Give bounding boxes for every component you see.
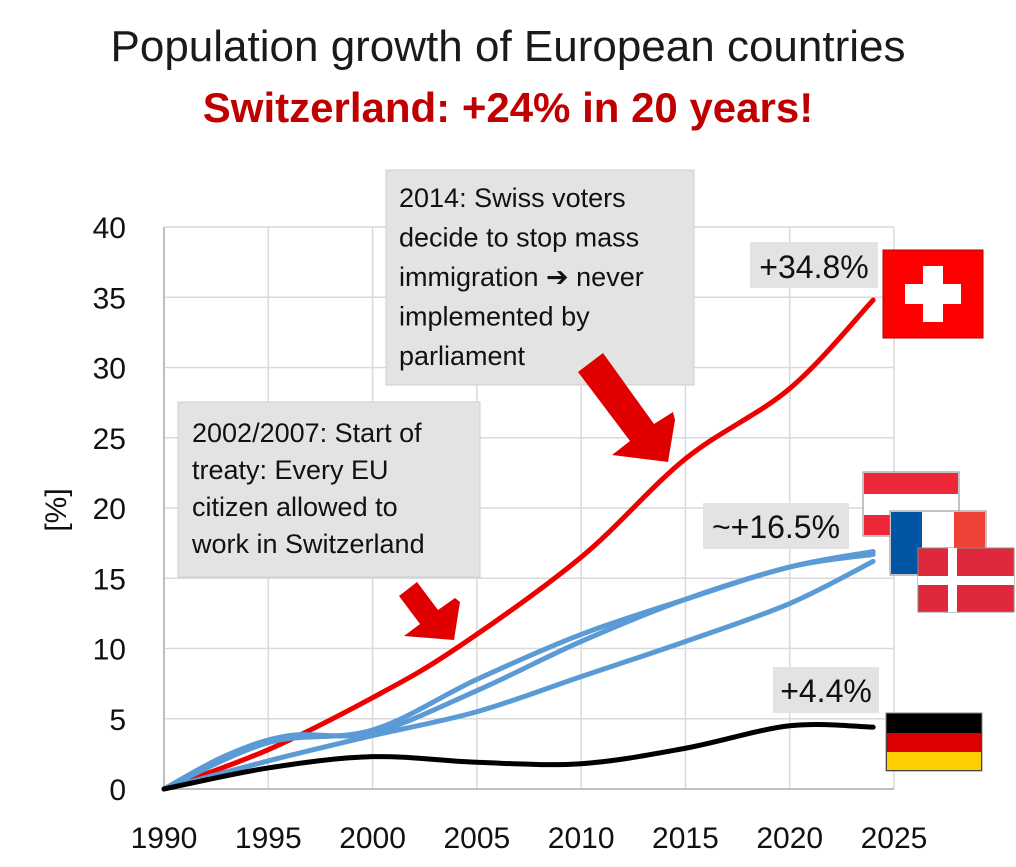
annotation-line: parliament: [399, 341, 526, 371]
series-lines: [161, 297, 876, 792]
series-line-3: [161, 558, 876, 792]
annotation-line: 2002/2007: Start of: [192, 418, 422, 448]
annotation-text-ann2: 2014: Swiss voters decide to stop mass imm…: [399, 183, 644, 371]
x-tick-labels: 1990 1995 2000 2005 2010 2015 2020 2025: [131, 822, 928, 855]
chart-title: Population growth of European countries: [110, 22, 906, 71]
x-tick-label: 1990: [131, 822, 198, 855]
switzerland-flag: [882, 249, 984, 339]
annotation-line: immigration ➔ never: [399, 262, 644, 292]
x-tick-label: 2005: [443, 822, 510, 855]
axes: [163, 227, 894, 790]
annotation-line: 2014: Swiss voters: [399, 183, 626, 213]
label-switzerland: +34.8%: [759, 249, 868, 285]
x-tick-label: 1995: [235, 822, 302, 855]
y-tick-label: 40: [93, 212, 126, 245]
denmark-flag: [917, 547, 1015, 613]
end-label-germany: +4.4%: [773, 667, 879, 713]
y-tick-labels: 0 5 10 15 20 25 30 35 40: [93, 212, 126, 807]
annotation-line: treaty: Every EU: [192, 455, 389, 485]
annotation-callout-vote: 2014: Swiss voters decide to stop mass imm…: [385, 169, 695, 462]
chart-subtitle: Switzerland: +24% in 20 years!: [202, 84, 814, 131]
x-tick-label: 2025: [861, 822, 928, 855]
y-tick-label: 35: [93, 282, 126, 315]
y-tick-label: 15: [93, 563, 126, 596]
y-tick-label: 20: [93, 493, 126, 526]
series-line-4: [161, 721, 876, 792]
annotation-line: citizen allowed to: [192, 492, 398, 522]
annotation-callout-treaty: 2002/2007: Start of treaty: Every EU citiz…: [177, 401, 481, 640]
end-label-others: ~+16.5%: [703, 503, 849, 549]
end-label-switzerland: +34.8%: [750, 242, 878, 288]
series-line-1: [161, 549, 876, 792]
annotation-line: implemented by: [399, 302, 590, 332]
label-others: ~+16.5%: [712, 509, 840, 545]
y-tick-label: 0: [109, 774, 126, 807]
annotation-line: decide to stop mass: [399, 223, 639, 253]
callout-box: [385, 169, 695, 386]
label-germany: +4.4%: [780, 673, 872, 709]
arrow-treaty: [399, 582, 460, 640]
y-tick-label: 25: [93, 423, 126, 456]
annotation-line: work in Switzerland: [191, 529, 425, 559]
y-axis-label: [%]: [40, 488, 73, 531]
y-tick-label: 10: [93, 634, 126, 667]
y-tick-label: 5: [109, 704, 126, 737]
callout-box: [177, 401, 481, 578]
x-tick-label: 2010: [548, 822, 615, 855]
x-tick-label: 2000: [339, 822, 406, 855]
x-tick-label: 2020: [756, 822, 823, 855]
series-line-2: [161, 551, 876, 792]
arrow-vote: [578, 353, 675, 462]
germany-flag: [885, 712, 983, 772]
y-tick-label: 30: [93, 353, 126, 386]
annotation-text-ann1: 2002/2007: Start of treaty: Every EU citiz…: [191, 418, 425, 559]
x-tick-label: 2015: [652, 822, 719, 855]
